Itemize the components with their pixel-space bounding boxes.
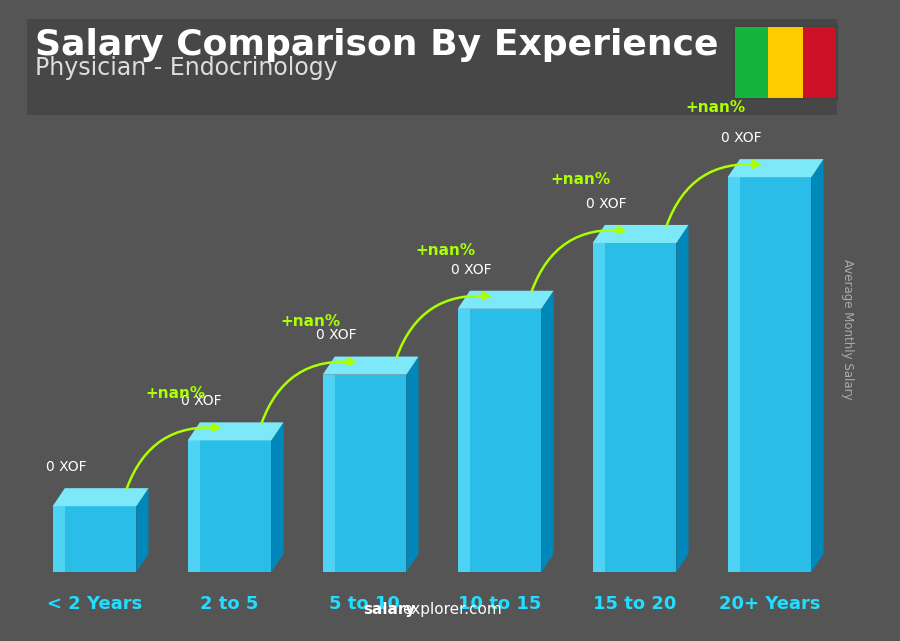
Text: 20+ Years: 20+ Years (719, 595, 820, 613)
Text: < 2 Years: < 2 Years (47, 595, 142, 613)
Text: +nan%: +nan% (415, 243, 475, 258)
Polygon shape (188, 422, 284, 440)
Text: 5 to 10: 5 to 10 (329, 595, 400, 613)
Polygon shape (734, 26, 768, 99)
Polygon shape (542, 291, 554, 572)
Polygon shape (52, 506, 65, 572)
Text: Average Monthly Salary: Average Monthly Salary (841, 259, 854, 400)
Polygon shape (322, 356, 418, 374)
Polygon shape (52, 488, 148, 506)
Polygon shape (728, 159, 824, 177)
Text: explorer.com: explorer.com (402, 602, 502, 617)
Polygon shape (811, 159, 824, 572)
Text: 15 to 20: 15 to 20 (593, 595, 676, 613)
Text: 10 to 15: 10 to 15 (458, 595, 541, 613)
Text: Physician - Endocrinology: Physician - Endocrinology (35, 56, 338, 80)
Polygon shape (457, 309, 542, 572)
Text: 0 XOF: 0 XOF (451, 263, 491, 277)
Polygon shape (188, 440, 272, 572)
Polygon shape (457, 291, 554, 309)
Polygon shape (457, 309, 470, 572)
Polygon shape (322, 374, 335, 572)
Polygon shape (52, 506, 137, 572)
Polygon shape (728, 177, 740, 572)
Text: +nan%: +nan% (145, 386, 205, 401)
Bar (27, 19, 837, 115)
Text: Salary Comparison By Experience: Salary Comparison By Experience (35, 28, 718, 62)
Text: +nan%: +nan% (550, 172, 610, 187)
Text: salary: salary (363, 602, 416, 617)
Polygon shape (768, 26, 803, 99)
Polygon shape (137, 488, 148, 572)
Polygon shape (677, 225, 688, 572)
Polygon shape (803, 26, 837, 99)
Text: 0 XOF: 0 XOF (586, 197, 626, 211)
Polygon shape (593, 225, 688, 243)
Polygon shape (728, 177, 811, 572)
Text: +nan%: +nan% (685, 100, 745, 115)
Text: 0 XOF: 0 XOF (181, 394, 221, 408)
Polygon shape (322, 374, 407, 572)
Text: +nan%: +nan% (280, 315, 340, 329)
Text: 2 to 5: 2 to 5 (201, 595, 258, 613)
Polygon shape (272, 422, 284, 572)
Text: 0 XOF: 0 XOF (316, 328, 356, 342)
Polygon shape (593, 243, 605, 572)
Polygon shape (407, 356, 418, 572)
Polygon shape (188, 440, 200, 572)
Polygon shape (593, 243, 677, 572)
Text: 0 XOF: 0 XOF (721, 131, 761, 145)
Text: 0 XOF: 0 XOF (46, 460, 86, 474)
